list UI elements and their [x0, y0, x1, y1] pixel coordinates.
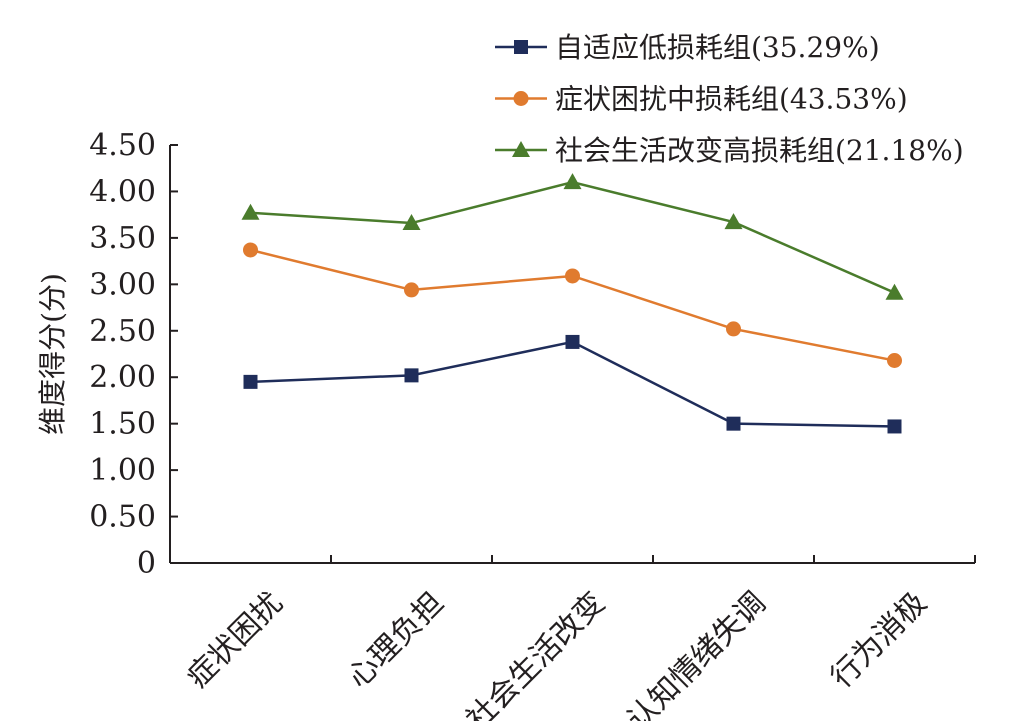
y-tick-label: 3.00: [89, 267, 156, 302]
legend-marker: [513, 91, 529, 106]
x-category-label: 行为消极: [824, 585, 934, 695]
legend-label: 症状困扰中损耗组(43.53%): [555, 83, 908, 116]
data-point: [726, 416, 741, 431]
data-point: [885, 283, 904, 300]
data-point: [243, 374, 258, 389]
series-1: [243, 334, 902, 434]
legend: 自适应低损耗组(35.29%) 症状困扰中损耗组(43.53%) 社会生活改变高损耗…: [495, 31, 964, 167]
data-point: [243, 242, 258, 258]
x-axis-categories: 症状困扰 心理负担 社会生活改变 认知情绪失调 行为消极: [169, 555, 976, 721]
axes: [169, 145, 975, 564]
data-point: [724, 213, 743, 230]
series-2: [243, 242, 902, 369]
y-tick-label: 2.00: [89, 360, 156, 395]
x-category-label: 症状困扰: [180, 585, 290, 695]
y-axis-ticks: 0 0.50 1.00 1.50 2.00 2.50 3.00 3.50 4.00 4.50: [89, 128, 178, 581]
data-point: [565, 334, 580, 349]
legend-label: 自适应低损耗组(35.29%): [555, 31, 880, 64]
x-category-label: 心理负担: [341, 585, 451, 695]
data-point: [402, 214, 421, 231]
y-tick-label: 4.00: [89, 174, 156, 209]
legend-marker: [512, 141, 530, 157]
x-category-label: 认知情绪失调: [621, 585, 773, 721]
y-axis-label: 维度得分(分): [36, 273, 69, 435]
y-tick-label: 1.50: [89, 407, 156, 442]
y-tick-label: 3.50: [89, 221, 156, 256]
data-point: [404, 282, 419, 298]
y-tick-label: 2.50: [89, 314, 156, 349]
series-3: [241, 173, 904, 300]
y-tick-label: 1.00: [89, 453, 156, 488]
data-point: [565, 268, 580, 284]
series-group: [241, 173, 904, 434]
legend-item: 症状困扰中损耗组(43.53%): [495, 83, 908, 116]
legend-marker: [514, 40, 528, 54]
x-category-label: 社会生活改变: [460, 585, 612, 721]
legend-label: 社会生活改变高损耗组(21.18%): [555, 134, 964, 167]
y-tick-label: 4.50: [89, 128, 156, 163]
data-point: [404, 368, 419, 383]
data-point: [887, 353, 902, 369]
y-tick-label: 0.50: [89, 500, 156, 535]
series-line: [250, 340, 895, 428]
data-point: [563, 173, 582, 190]
data-point: [887, 419, 902, 434]
legend-item: 自适应低损耗组(35.29%): [495, 31, 880, 64]
data-point: [726, 321, 741, 337]
y-tick-label: 0: [137, 546, 156, 581]
data-point: [241, 203, 260, 220]
legend-item: 社会生活改变高损耗组(21.18%): [495, 134, 964, 167]
